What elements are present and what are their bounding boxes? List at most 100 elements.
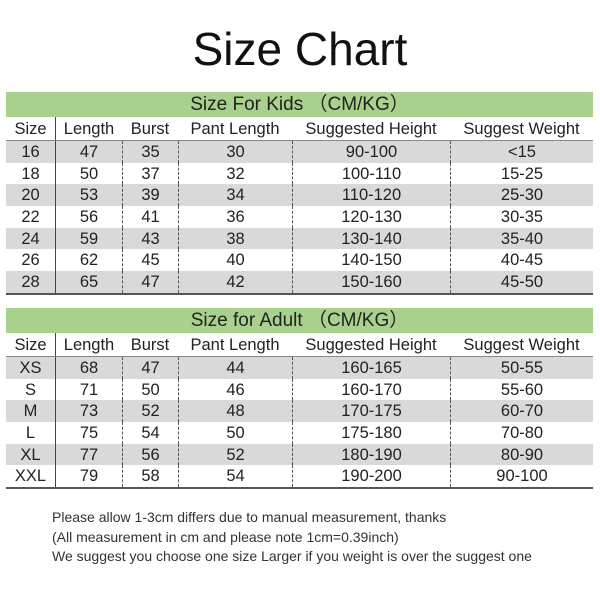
column-header: Pant Length — [190, 336, 280, 354]
table-cell: 100-110 — [292, 162, 450, 185]
column-header: Suggested Height — [305, 336, 437, 354]
table-row: 18 50 37 32 100-110 15-25 — [6, 162, 593, 185]
table-cell: 32 — [178, 162, 292, 185]
table-cell: 20 — [21, 186, 40, 205]
column-header: Suggested Height — [305, 120, 437, 138]
table-cell: 42 — [178, 271, 292, 293]
table-cell: 170-175 — [292, 400, 450, 423]
table-cell: 26 — [21, 251, 40, 270]
table-cell: 25-30 — [450, 184, 593, 207]
table-cell: 140-150 — [292, 249, 450, 272]
table-cell: 40 — [178, 249, 292, 272]
table-cell: 90-100 — [292, 141, 450, 163]
header-row: Size Length Burst Pant Length Suggested Heig… — [6, 333, 593, 357]
table-cell: 45-50 — [450, 271, 593, 293]
table-cell: 58 — [122, 465, 178, 488]
table-cell: 54 — [178, 465, 292, 488]
column-header: Length — [55, 333, 122, 356]
table-cell: 52 — [122, 400, 178, 423]
table-row: XL 77 56 52 180-190 80-90 — [6, 443, 593, 466]
table-cell: 22 — [21, 208, 40, 227]
note-line: Please allow 1-3cm differs due to manual… — [52, 509, 447, 525]
table-cell: 68 — [55, 357, 122, 379]
table-cell: 160-165 — [292, 357, 450, 379]
table-row: M 73 52 48 170-175 60-70 — [6, 400, 593, 423]
column-header: Burst — [130, 336, 170, 354]
table-cell: 35 — [122, 141, 178, 163]
table-row: 24 59 43 38 130-140 35-40 — [6, 227, 593, 250]
table-cell: 43 — [122, 227, 178, 250]
adult-size-table: Size for Adult （CM/KG） Size Length Burst Pa… — [6, 308, 593, 490]
note-line: We suggest you choose one size Larger if… — [52, 548, 532, 564]
table-cell: XS — [19, 359, 42, 377]
table-cell: L — [25, 424, 36, 443]
table-cell: 71 — [55, 378, 122, 401]
table-cell: 40-45 — [450, 249, 593, 272]
column-header: Size — [14, 120, 47, 138]
table-cell: 35-40 — [450, 227, 593, 250]
column-header: Burst — [130, 120, 170, 138]
table-cell: S — [24, 380, 36, 399]
table-cell: 59 — [55, 227, 122, 250]
table-cell: 24 — [21, 229, 40, 248]
table-row: L 75 54 50 175-180 70-80 — [6, 422, 593, 444]
table-cell: 30-35 — [450, 206, 593, 228]
adult-table-heading: Size for Adult （CM/KG） — [6, 308, 593, 333]
kids-size-table: Size For Kids （CM/KG） Size Length Burst Pan… — [6, 92, 593, 295]
table-cell: XL — [20, 445, 41, 464]
table-cell: M — [23, 402, 38, 421]
column-header: Suggest Weight — [463, 336, 580, 354]
table-cell: 15-25 — [450, 162, 593, 185]
table-cell: <15 — [450, 141, 593, 163]
table-cell: 36 — [178, 206, 292, 228]
note-line: (All measurement in cm and please note 1… — [52, 528, 399, 545]
table-cell: 55-60 — [450, 378, 593, 401]
table-cell: 175-180 — [292, 422, 450, 444]
table-cell: 79 — [55, 465, 122, 488]
column-header: Size — [14, 336, 47, 354]
table-cell: 77 — [55, 443, 122, 466]
table-cell: 47 — [122, 271, 178, 293]
table-cell: 190-200 — [292, 465, 450, 488]
table-cell: 160-170 — [292, 378, 450, 401]
table-cell: 28 — [21, 273, 40, 292]
table-cell: 130-140 — [292, 227, 450, 250]
table-cell: XXL — [14, 467, 47, 486]
table-cell: 110-120 — [292, 184, 450, 207]
table-cell: 60-70 — [450, 400, 593, 423]
table-row: 22 56 41 36 120-130 30-35 — [6, 206, 593, 228]
table-cell: 45 — [122, 249, 178, 272]
column-header: Pant Length — [190, 120, 280, 138]
table-cell: 16 — [21, 143, 40, 161]
table-cell: 50 — [178, 422, 292, 444]
table-row: 20 53 39 34 110-120 25-30 — [6, 184, 593, 207]
table-row: 26 62 45 40 140-150 40-45 — [6, 249, 593, 272]
table-cell: 38 — [178, 227, 292, 250]
table-cell: 65 — [55, 271, 122, 293]
table-cell: 52 — [178, 443, 292, 466]
table-cell: 47 — [55, 141, 122, 163]
table-cell: 30 — [178, 141, 292, 163]
table-cell: 80-90 — [450, 443, 593, 466]
table-cell: 34 — [178, 184, 292, 207]
table-row: 28 65 47 42 150-160 45-50 — [6, 271, 593, 295]
table-cell: 50-55 — [450, 357, 593, 379]
table-cell: 56 — [122, 443, 178, 466]
header-row: Size Length Burst Pant Length Suggested Heig… — [6, 117, 593, 141]
table-cell: 73 — [55, 400, 122, 423]
table-cell: 50 — [122, 378, 178, 401]
page-title: Size Chart — [192, 23, 408, 75]
table-cell: 90-100 — [450, 465, 593, 488]
table-cell: 70-80 — [450, 422, 593, 444]
table-cell: 62 — [55, 249, 122, 272]
table-cell: 54 — [122, 422, 178, 444]
column-header: Suggest Weight — [463, 120, 580, 138]
table-cell: 48 — [178, 400, 292, 423]
table-cell: 37 — [122, 162, 178, 185]
table-cell: 46 — [178, 378, 292, 401]
table-cell: 47 — [122, 357, 178, 379]
table-cell: 150-160 — [292, 271, 450, 293]
table-cell: 56 — [55, 206, 122, 228]
column-header: Length — [55, 117, 122, 140]
notes: Please allow 1-3cm differs due to manual… — [52, 508, 532, 567]
